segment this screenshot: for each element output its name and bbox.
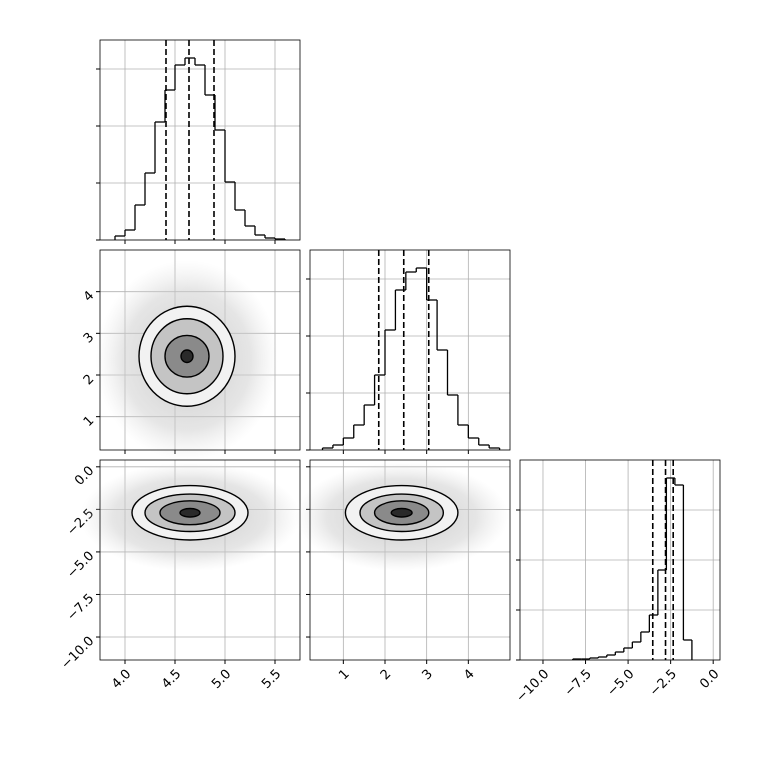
x-tick-label: −5.0 (604, 667, 637, 700)
y-tick-label: 3 (81, 330, 97, 346)
x-tick-label: −10.0 (514, 667, 553, 706)
x-tick-label: 0.0 (697, 667, 722, 692)
contour (390, 507, 413, 518)
y-tick-label: −5.0 (64, 549, 97, 582)
panel-frame (519, 459, 721, 661)
y-tick-label: −10.0 (59, 634, 98, 673)
x-tick-label: 2 (378, 667, 394, 683)
x-tick-label: 4.5 (159, 667, 184, 692)
panel-frame (309, 249, 511, 451)
x-tick-label: 1 (336, 667, 352, 683)
panel-frame (99, 459, 301, 661)
x-tick-label: −2.5 (647, 667, 680, 700)
panel-frame (99, 39, 301, 241)
contour (179, 507, 201, 518)
y-tick-label: 0.0 (72, 464, 97, 489)
x-tick-label: 5.5 (259, 667, 284, 692)
x-tick-label: 3 (420, 667, 436, 683)
x-tick-label: −7.5 (562, 667, 595, 700)
x-tick-label: 4.0 (109, 667, 134, 692)
x-tick-label: 5.0 (209, 667, 234, 692)
y-tick-label: −7.5 (64, 591, 97, 624)
y-tick-label: 4 (81, 288, 97, 304)
panel-frame (309, 459, 511, 661)
contour (180, 349, 194, 364)
x-tick-label: 4 (461, 667, 477, 683)
y-tick-label: 1 (81, 413, 97, 429)
panel-frame (99, 249, 301, 451)
y-tick-label: 2 (81, 372, 97, 388)
